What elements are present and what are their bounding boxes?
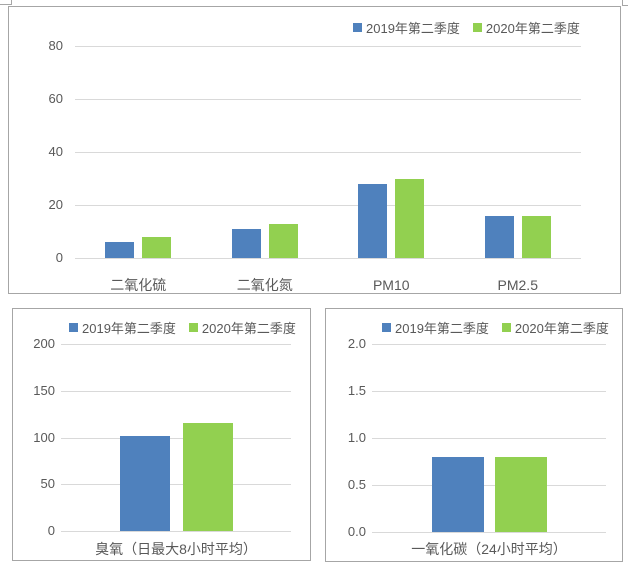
gridline [372,344,606,345]
y-axis-tick-label: 0.0 [347,524,366,539]
gridline [75,99,581,100]
gridline [372,532,606,533]
legend-label: 2020年第二季度 [485,20,580,36]
legend: 2019年第二季度 2020年第二季度 [69,318,296,337]
y-axis-tick-label: 0 [55,250,63,265]
legend-label: 2020年第二季度 [201,320,296,336]
gridline [61,344,291,345]
legend-label: 2019年第二季度 [366,20,460,36]
legend-color-square-icon [472,22,482,32]
gridline [75,152,581,153]
legend-label: 2019年第二季度 [82,320,176,336]
gridline [61,531,291,532]
bar-2020-carbon-monoxide-1 [494,456,547,532]
gridline [61,484,291,486]
y-axis-tick-label: 0 [47,523,55,538]
y-axis-tick-label: 80 [48,38,63,53]
bar-2020-ozone-1 [182,422,233,531]
y-axis-tick-label: 20 [48,197,63,212]
bar-2020-air-pollutants-4 [521,215,551,258]
legend-item-2020: 2020年第二季度 [472,18,580,37]
chart-carbon-monoxide[interactable]: 2019年第二季度 2020年第二季度 0.0 0.5 1.0 1.5 2.0 一氧化碳（24… [325,308,623,562]
category-label: 二氧化氮 [236,277,293,293]
legend-color-square-icon [69,322,78,332]
bar-2019-air-pollutants-4 [484,215,514,258]
chart-ozone[interactable]: 2019年第二季度 2020年第二季度 0 50 100 150 200 臭氧（日最大8小时平… [12,308,311,561]
legend-item-2020: 2020年第二季度 [188,318,296,337]
y-axis-tick-label: 50 [40,476,55,492]
bar-2019-air-pollutants-1 [105,242,135,258]
gridline [372,391,606,392]
legend-label: 2019年第二季度 [395,320,489,336]
category-label: 臭氧（日最大8小时平均） [95,541,257,557]
bar-2019-air-pollutants-2 [231,228,261,258]
gridline [75,46,581,47]
legend-color-square-icon [382,322,391,332]
gridline [61,390,291,392]
y-axis-tick-label: 0.5 [347,477,366,492]
category-label: PM10 [372,277,410,293]
bar-2020-air-pollutants-1 [142,236,172,258]
gridline [75,205,581,206]
category-label: 一氧化碳（24小时平均） [411,541,567,557]
category-label: 二氧化硫 [110,277,167,293]
chart-air-pollutants[interactable]: 2019年第二季度 2020年第二季度 0 20 40 60 80 二氧化硫 二氧化氮 PM10 P… [8,6,621,294]
legend-label: 2020年第二季度 [514,320,609,336]
gridline [372,485,606,486]
legend-item-2019: 2019年第二季度 [382,318,489,337]
bar-2019-air-pollutants-3 [358,183,388,258]
y-axis-tick-label: 1.0 [347,430,366,445]
legend-item-2019: 2019年第二季度 [69,318,176,337]
adjacent-object-border-fragment-top-right [622,0,628,6]
legend-color-square-icon [353,22,362,32]
legend-color-square-icon [188,322,198,332]
y-axis-tick-label: 2.0 [347,336,366,351]
adjacent-object-border-fragment-top-left [0,0,12,5]
legend-item-2020: 2020年第二季度 [501,318,609,337]
gridline [75,258,581,259]
bar-2019-carbon-monoxide-1 [431,456,484,532]
bar-2019-ozone-1 [119,435,170,531]
gridline [372,438,606,439]
y-axis-tick-label: 60 [48,91,63,106]
y-axis-tick-label: 100 [33,429,55,445]
legend: 2019年第二季度 2020年第二季度 [353,18,580,37]
legend: 2019年第二季度 2020年第二季度 [382,318,609,337]
gridline [61,437,291,439]
y-axis-tick-label: 200 [33,336,55,351]
category-label: PM2.5 [497,277,538,293]
y-axis-tick-label: 40 [48,144,63,159]
y-axis-tick-label: 150 [33,382,55,398]
bar-2020-air-pollutants-3 [395,178,425,258]
legend-item-2019: 2019年第二季度 [353,18,460,37]
y-axis-tick-label: 1.5 [347,383,366,398]
legend-color-square-icon [501,322,511,332]
bar-2020-air-pollutants-2 [268,223,298,258]
